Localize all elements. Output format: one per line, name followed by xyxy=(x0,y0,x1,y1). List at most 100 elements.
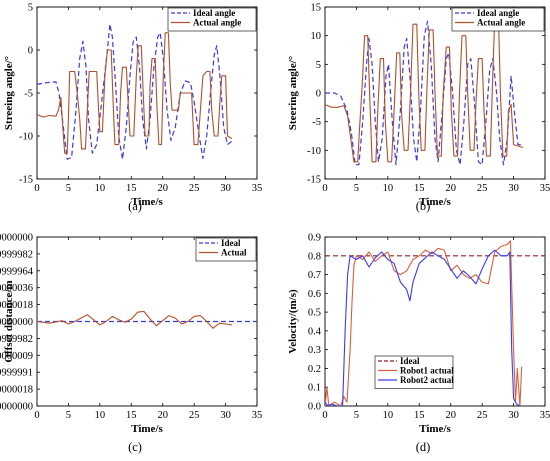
x-tick-label: 10 xyxy=(95,410,106,421)
legend-label: Ideal angle xyxy=(477,8,519,18)
y-tick-label: 5 xyxy=(316,60,321,71)
x-tick-label: 0 xyxy=(322,410,327,421)
y-tick-label: 3.79999999999999982 xyxy=(0,334,33,345)
series-line-1 xyxy=(325,240,523,406)
legend-label: Robot2 actual xyxy=(400,375,454,385)
x-tick-label: 15 xyxy=(414,183,425,194)
legend-label: Robot1 actual xyxy=(400,366,454,376)
x-tick-label: 25 xyxy=(189,410,200,421)
y-tick-label: -10 xyxy=(19,132,33,143)
y-tick-label: 0 xyxy=(316,89,321,100)
y-tick-label: 3.20000000000000018 xyxy=(0,385,33,396)
x-tick-label: 5 xyxy=(66,410,71,421)
plot-frame xyxy=(324,236,546,407)
x-tick-label: 25 xyxy=(189,183,200,194)
x-tick-label: 20 xyxy=(445,183,456,194)
y-tick-label: 3.00000000000000000 xyxy=(0,402,33,413)
chart-panel-0: 0 5 10 15 20 25 30 35 -15 -10 -5 0 5 Time/s Streeing a… xyxy=(3,3,262,214)
legend-label: Ideal xyxy=(400,356,420,366)
y-axis-label: Offset distance/m xyxy=(3,280,15,362)
y-tick-label: 4.59999999999999964 xyxy=(0,266,34,277)
y-tick-label: 0.2 xyxy=(308,364,321,375)
x-tick-label: 0 xyxy=(34,410,39,421)
plot-frame xyxy=(36,6,258,180)
panel-caption: (c) xyxy=(128,440,142,454)
panel-caption: (a) xyxy=(128,199,142,213)
y-tick-label: 3.60000000000000009 xyxy=(0,351,33,362)
x-tick-label: 35 xyxy=(540,410,550,421)
y-tick-label: 4.00000000000000000 xyxy=(0,317,33,328)
x-tick-label: 25 xyxy=(477,183,488,194)
panel-caption: (d) xyxy=(416,440,431,454)
y-tick-label: 0.3 xyxy=(308,345,321,356)
y-tick-label: 4.20000000000000018 xyxy=(0,300,33,311)
y-tick-label: 0.4 xyxy=(308,326,322,337)
legend-label: Actual angle xyxy=(193,18,241,28)
legend-label: Ideal xyxy=(221,238,241,248)
legend-box xyxy=(374,355,454,389)
x-tick-label: 35 xyxy=(540,183,550,194)
y-tick-label: 3.39999999999999991 xyxy=(0,368,33,379)
y-tick-label: 4.79999999999999982 xyxy=(0,249,33,260)
y-tick-label: -15 xyxy=(307,175,321,186)
x-tick-label: 30 xyxy=(508,183,519,194)
x-tick-label: 35 xyxy=(252,410,263,421)
x-tick-label: 15 xyxy=(126,183,137,194)
y-axis-label: Streeing angle/° xyxy=(3,56,15,130)
series-line-1 xyxy=(325,17,524,163)
x-tick-label: 20 xyxy=(157,410,168,421)
x-tick-label: 20 xyxy=(157,183,168,194)
x-tick-label: 20 xyxy=(445,410,456,421)
x-tick-label: 5 xyxy=(66,183,71,194)
panel-caption: (b) xyxy=(416,199,431,213)
y-axis-label: Steering angle/° xyxy=(287,56,299,130)
x-tick-label: 15 xyxy=(126,410,137,421)
x-tick-label: 10 xyxy=(383,410,394,421)
y-tick-label: 0.5 xyxy=(308,308,321,319)
x-tick-label: 30 xyxy=(220,410,231,421)
series-line-1 xyxy=(37,310,232,329)
chart-panel-2: 0 5 10 15 20 25 30 35 3.00000000000000000 3.20000… xyxy=(0,233,262,455)
chart-panel-3: 0 5 10 15 20 25 30 35 0.0 0.1 0.2 0.3 0.4 0.5 0.6 0.7 0.… xyxy=(287,233,550,455)
x-tick-label: 10 xyxy=(95,183,106,194)
x-tick-label: 5 xyxy=(354,183,359,194)
series-line-2 xyxy=(325,249,521,406)
x-tick-label: 0 xyxy=(322,183,327,194)
x-tick-label: 15 xyxy=(414,410,425,421)
x-tick-label: 25 xyxy=(477,410,488,421)
legend-box xyxy=(451,7,545,32)
series-line-1 xyxy=(37,32,233,154)
y-tick-label: 0.1 xyxy=(308,383,321,394)
y-tick-label: -5 xyxy=(312,117,321,128)
y-tick-label: 5.00000000000000000 xyxy=(0,233,33,244)
series-line-0 xyxy=(325,20,523,166)
x-tick-label: 35 xyxy=(252,183,263,194)
x-axis-label: Time/s xyxy=(419,196,451,208)
x-tick-label: 30 xyxy=(220,183,231,194)
y-tick-label: 0.8 xyxy=(308,251,321,262)
legend-box xyxy=(195,237,257,262)
y-tick-label: 0.9 xyxy=(308,233,321,244)
x-tick-label: 10 xyxy=(383,183,394,194)
x-tick-label: 30 xyxy=(508,410,519,421)
y-tick-label: -5 xyxy=(24,89,33,100)
x-tick-label: 0 xyxy=(34,183,39,194)
y-tick-label: -10 xyxy=(307,146,321,157)
x-axis-label: Time/s xyxy=(131,196,163,208)
x-tick-label: 5 xyxy=(354,410,359,421)
legend-label: Actual angle xyxy=(477,18,525,28)
x-axis-label: Time/s xyxy=(131,423,163,435)
legend-box xyxy=(167,7,257,32)
y-tick-label: 0.6 xyxy=(308,289,321,300)
y-axis-label: Velocity/(m/s) xyxy=(287,289,299,354)
y-tick-label: 0.0 xyxy=(308,402,321,413)
legend-label: Actual xyxy=(221,248,247,258)
chart-panel-1: 0 5 10 15 20 25 30 35 -15 -10 -5 0 5 10 15 Time/s Steeri… xyxy=(287,3,550,214)
y-tick-label: -15 xyxy=(19,175,33,186)
y-tick-label: 4.40000000000000036 xyxy=(0,283,33,294)
y-tick-label: 5 xyxy=(28,3,33,14)
y-tick-label: 15 xyxy=(311,3,322,14)
